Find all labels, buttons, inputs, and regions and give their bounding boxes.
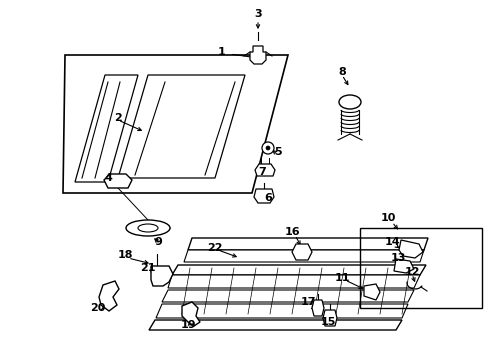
Text: 5: 5 [274,147,282,157]
Text: 11: 11 [334,273,350,283]
Text: 19: 19 [180,320,196,330]
Ellipse shape [339,95,361,109]
Polygon shape [151,266,173,286]
Polygon shape [63,55,288,193]
Polygon shape [155,270,165,282]
Bar [360,228,482,308]
Polygon shape [184,250,424,262]
Polygon shape [172,265,426,275]
Text: 13: 13 [391,253,406,263]
Polygon shape [364,284,380,300]
Text: 3: 3 [254,9,262,19]
Ellipse shape [126,220,170,236]
Text: 9: 9 [154,237,162,247]
Polygon shape [162,290,414,302]
Text: 21: 21 [140,263,156,273]
Text: 1: 1 [218,47,226,57]
Polygon shape [394,259,414,273]
Text: 14: 14 [384,237,400,247]
Polygon shape [312,300,324,316]
Text: 4: 4 [104,173,112,183]
Text: 20: 20 [90,303,106,313]
Circle shape [262,142,274,154]
Text: 10: 10 [380,213,396,223]
Polygon shape [399,240,423,258]
Polygon shape [292,244,312,260]
Polygon shape [99,281,119,311]
Polygon shape [149,320,402,330]
Text: 18: 18 [117,250,133,260]
Polygon shape [323,310,337,326]
Polygon shape [188,238,428,250]
Polygon shape [156,304,408,318]
Polygon shape [255,164,275,176]
Text: 15: 15 [320,317,336,327]
Polygon shape [250,46,266,64]
Ellipse shape [138,224,158,232]
Text: 2: 2 [114,113,122,123]
Text: 8: 8 [338,67,346,77]
Polygon shape [75,75,138,182]
Circle shape [266,146,270,150]
Text: 22: 22 [207,243,223,253]
Text: 12: 12 [404,267,420,277]
Text: 16: 16 [284,227,300,237]
Polygon shape [182,302,200,326]
Polygon shape [118,75,245,178]
Text: 6: 6 [264,193,272,203]
Text: 7: 7 [258,167,266,177]
Polygon shape [104,174,132,188]
Text: 17: 17 [300,297,316,307]
Polygon shape [168,275,420,288]
Polygon shape [254,189,274,203]
